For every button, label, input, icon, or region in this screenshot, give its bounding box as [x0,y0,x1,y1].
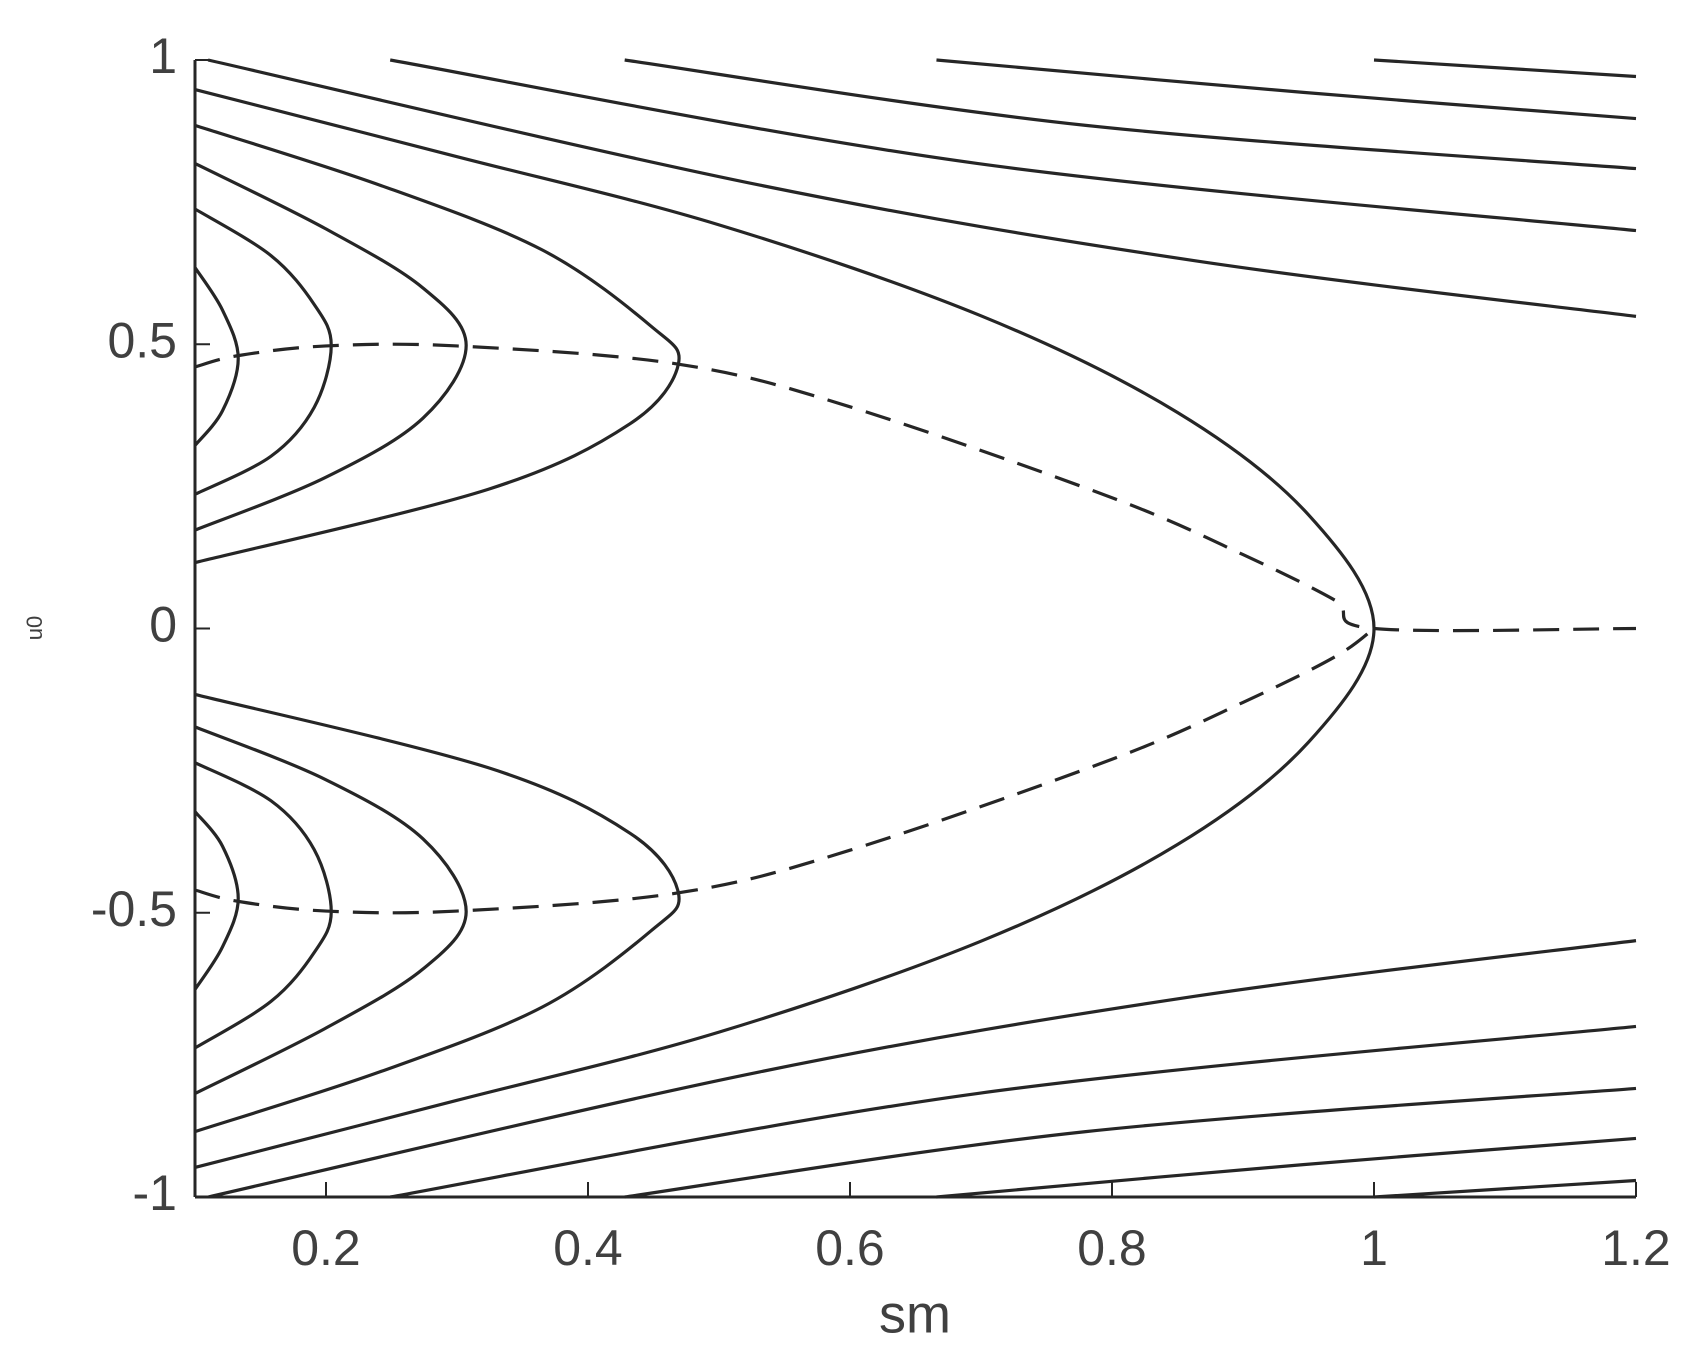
x-tick-label: 0.2 [291,1220,361,1276]
y-axis-label: u0 [22,616,47,640]
solid-curve [207,939,1637,1199]
solid-curve [194,725,468,1095]
solid-curve [624,58,1637,171]
y-tick-label: 1 [149,28,177,84]
dashed-curve [194,627,1375,915]
solid-curve [194,761,333,1050]
solid-curve [1373,58,1637,79]
solid-curve [389,1024,1637,1199]
x-tick-label: 0.8 [1077,1220,1147,1276]
solid-curve [194,123,681,565]
y-tick-label: 0 [149,597,177,653]
solid-curve [936,1136,1637,1199]
solid-curve [936,58,1637,121]
solid-curve [193,810,240,991]
y-tick-label: 0.5 [107,312,177,368]
solid-curve [193,266,240,447]
x-tick-label: 1.2 [1601,1220,1671,1276]
solid-curve [194,88,1376,1169]
x-tick-label: 0.4 [553,1220,623,1276]
x-axis-label: sm [879,1284,951,1344]
x-tick-label: 0.6 [815,1220,885,1276]
y-tick-label: -0.5 [91,881,177,937]
solid-curve [194,162,468,532]
dashed-curve [194,342,1637,633]
y-tick-label: -1 [133,1165,177,1221]
solid-curve [389,58,1637,233]
solid-curve [624,1086,1637,1199]
solid-curve [1373,1178,1637,1199]
solid-curve [207,58,1637,318]
solid-curve [194,207,333,496]
solid-curve [194,692,681,1134]
x-tick-label: 1 [1360,1220,1388,1276]
